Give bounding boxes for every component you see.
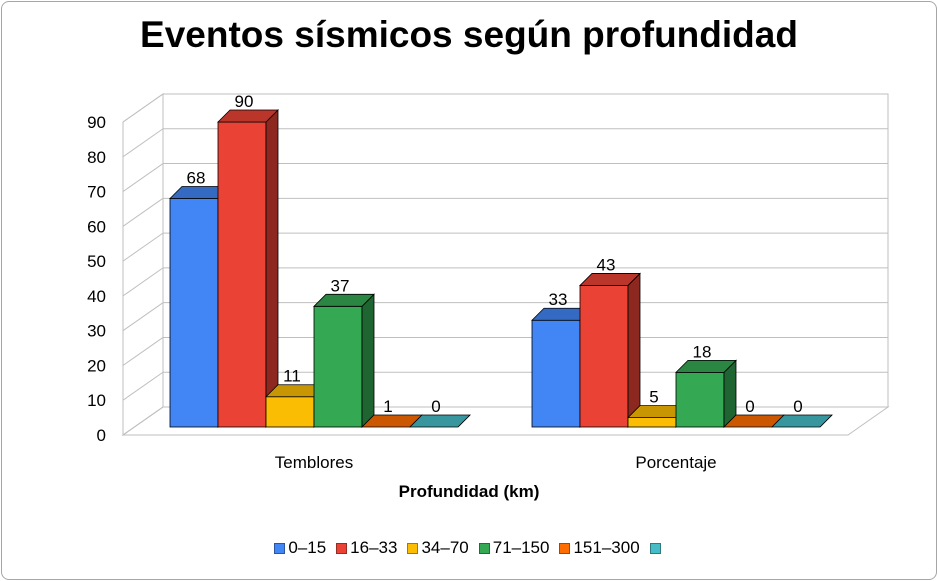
chart-title: Eventos sísmicos según profundidad: [140, 14, 798, 55]
bar-front: [627, 417, 677, 428]
bar: [675, 359, 737, 428]
bar-front: [531, 319, 581, 428]
y-tick-label: 50: [87, 252, 106, 271]
legend-label: 71–150: [492, 538, 550, 557]
grid-line-side: [122, 93, 164, 123]
legend-item: 71–150: [478, 538, 550, 558]
legend-swatch: [649, 542, 661, 554]
grid-line-side: [122, 371, 164, 401]
data-label: 90: [235, 92, 254, 111]
legend-label: 16–33: [350, 538, 398, 557]
data-label: 0: [793, 397, 802, 416]
y-axis-ticks: 0 10 20 30 40 50 60 70 80 90: [87, 113, 106, 445]
bar: [771, 414, 833, 428]
grid-line-side: [122, 337, 164, 366]
y-tick-label: 60: [87, 217, 106, 236]
bar: [579, 272, 641, 428]
data-label: 18: [693, 342, 712, 361]
bar-front: [675, 371, 725, 428]
bar-top: [771, 414, 833, 428]
bar-top: [579, 273, 641, 286]
bars: [169, 109, 833, 428]
data-label: 43: [597, 255, 616, 274]
legend-swatch: [559, 542, 571, 554]
data-label: 33: [549, 290, 568, 309]
data-labels: 68 90 11 37 1 0 33 43 5 18 0 0: [187, 92, 803, 416]
data-label: 37: [331, 276, 350, 295]
grid-line-side: [122, 406, 164, 436]
legend-item: 34–70: [407, 538, 469, 558]
legend-item: 0–15: [274, 538, 326, 558]
legend-label: 0–15: [288, 538, 327, 557]
data-label: 68: [187, 169, 206, 188]
data-label: 11: [283, 367, 301, 386]
data-label: 1: [383, 397, 392, 416]
data-label: 0: [745, 397, 754, 416]
legend-item: 151–300: [559, 538, 640, 558]
bar: [313, 293, 375, 428]
bar: [217, 109, 279, 428]
grid-line-side: [122, 232, 164, 262]
bar-top: [313, 293, 375, 307]
grid-line-side: [122, 163, 164, 192]
y-tick-label: 70: [87, 183, 106, 202]
data-label: 5: [649, 388, 658, 407]
data-label: 0: [431, 397, 440, 416]
bar-side: [265, 109, 279, 428]
category-label: Porcentaje: [635, 453, 716, 472]
legend: 0–15 16–33 34–70 71–150 151–300: [0, 538, 938, 558]
bar-front: [265, 396, 315, 428]
legend-label: 151–300: [573, 538, 640, 557]
category-label: Temblores: [275, 453, 353, 472]
legend-swatch: [274, 542, 286, 554]
bar-top: [217, 109, 279, 123]
legend-swatch: [407, 542, 419, 554]
y-tick-label: 20: [87, 356, 106, 375]
grid-line-side: [122, 128, 164, 158]
grid-lines: [122, 93, 888, 436]
bar-front: [217, 121, 267, 428]
category-labels: Temblores Porcentaje: [275, 453, 717, 472]
bar-side: [361, 293, 375, 428]
bar-front: [313, 305, 363, 428]
y-tick-label: 40: [87, 287, 106, 306]
y-tick-label: 80: [87, 148, 106, 167]
y-tick-label: 90: [87, 113, 106, 132]
y-tick-label: 10: [87, 391, 106, 410]
grid-line-side: [122, 197, 164, 227]
legend-swatch: [336, 542, 348, 554]
x-axis-label: Profundidad (km): [398, 482, 540, 501]
y-tick-label: 30: [87, 322, 106, 341]
y-tick-label: 0: [97, 426, 106, 445]
grid-line-side: [122, 302, 164, 332]
bar: [409, 414, 471, 428]
bar-front: [579, 285, 629, 428]
bar-top: [409, 414, 471, 428]
side-wall: [122, 93, 164, 436]
legend-item: [649, 538, 664, 558]
bar-side: [627, 272, 641, 428]
bar-top: [675, 359, 737, 373]
legend-swatch: [478, 542, 490, 554]
bar-front: [169, 198, 219, 428]
grid-line-side: [122, 267, 164, 297]
legend-item: 16–33: [336, 538, 397, 558]
legend-label: 34–70: [421, 538, 469, 557]
